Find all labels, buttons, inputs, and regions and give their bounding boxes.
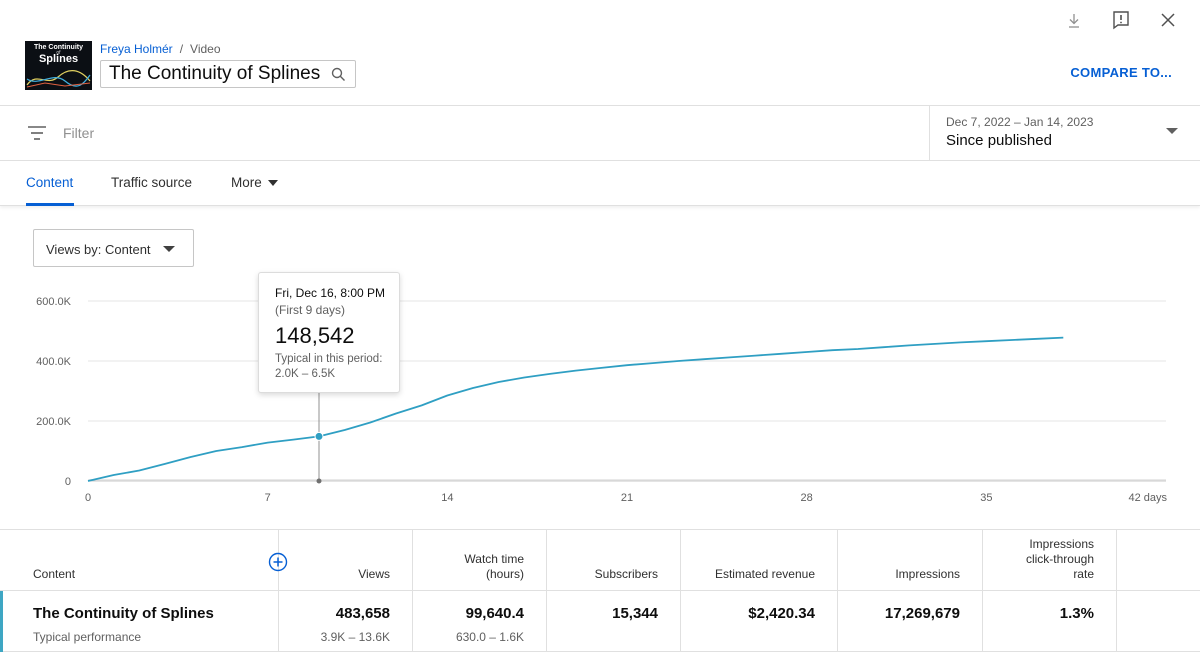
cell-subscribers: 15,344 xyxy=(547,591,681,652)
row-title[interactable]: The Continuity of Splines xyxy=(33,605,214,622)
table-row[interactable]: The Continuity of Splines Typical perfor… xyxy=(0,590,1200,652)
cell-impressions: 17,269,679 xyxy=(838,591,983,652)
video-title: The Continuity of Splines xyxy=(109,63,321,84)
y-tick-label: 600.0K xyxy=(36,296,72,308)
chart-tooltip: Fri, Dec 16, 8:00 PM (First 9 days) 148,… xyxy=(258,272,400,393)
tooltip-date: Fri, Dec 16, 8:00 PM xyxy=(275,286,386,300)
row-selected-indicator xyxy=(0,591,3,652)
video-selector[interactable]: The Continuity of Splines xyxy=(100,60,356,88)
tooltip-value: 148,542 xyxy=(275,323,355,348)
column-header-watch-time[interactable]: Watch time (hours) xyxy=(413,530,547,590)
x-tick-label: 0 xyxy=(85,492,91,504)
date-range-selector[interactable]: Dec 7, 2022 – Jan 14, 2023 Since publish… xyxy=(929,106,1200,161)
chevron-down-icon xyxy=(1166,128,1178,134)
column-header-revenue[interactable]: Estimated revenue xyxy=(681,530,838,590)
thumbnail-title: Splines xyxy=(38,53,79,65)
x-tick-label: 7 xyxy=(265,492,271,504)
active-tab-indicator xyxy=(26,203,74,206)
tab-traffic-source[interactable]: Traffic source xyxy=(111,175,193,190)
x-tick-label: 21 xyxy=(621,492,633,504)
column-header-subscribers[interactable]: Subscribers xyxy=(547,530,681,590)
caret-down-icon xyxy=(163,246,175,252)
views-by-dropdown[interactable]: Views by: Content xyxy=(33,229,194,267)
typical-band xyxy=(88,479,1166,481)
tab-content[interactable]: Content xyxy=(26,175,74,190)
views-series-line xyxy=(87,336,1064,482)
download-icon[interactable] xyxy=(1064,10,1084,30)
column-header-impressions[interactable]: Impressions xyxy=(838,530,983,590)
header: The Continuity Splines of Freya Holmér / V… xyxy=(0,0,1200,106)
cell-revenue: $2,420.34 xyxy=(681,591,838,652)
cell-watch-time: 99,640.4 630.0 – 1.6K xyxy=(413,591,547,652)
x-tick-label: 42 days xyxy=(1128,492,1167,504)
video-thumbnail: The Continuity Splines of xyxy=(25,41,92,90)
x-tick-label: 14 xyxy=(441,492,453,504)
filter-bar: Filter Dec 7, 2022 – Jan 14, 2023 Since … xyxy=(0,106,1200,161)
filter-icon[interactable] xyxy=(27,124,47,147)
tab-more[interactable]: More xyxy=(231,175,278,190)
cell-views: 483,658 3.9K – 13.6K xyxy=(279,591,413,652)
tooltip-typical-label: Typical in this period: xyxy=(275,353,383,365)
cell-content: The Continuity of Splines Typical perfor… xyxy=(0,591,279,652)
date-range-period: Since published xyxy=(946,132,1052,149)
row-subtitle: Typical performance xyxy=(33,630,142,644)
top-icons xyxy=(1064,10,1178,30)
thumbnail-graphic xyxy=(26,70,91,88)
column-header-content[interactable]: Content xyxy=(0,530,279,590)
thumbnail-text: The Continuity xyxy=(34,44,83,51)
x-tick-label: 35 xyxy=(980,492,992,504)
filter-input[interactable]: Filter xyxy=(63,125,95,141)
add-metric-icon[interactable] xyxy=(268,552,288,572)
thumbnail-text-small: of xyxy=(56,50,61,56)
column-header-ctr[interactable]: Impressions click-through rate xyxy=(983,530,1117,590)
breadcrumb-type: Video xyxy=(190,42,221,56)
breadcrumb-separator: / xyxy=(179,42,184,56)
date-range-dates: Dec 7, 2022 – Jan 14, 2023 xyxy=(946,115,1094,129)
caret-down-icon xyxy=(267,180,278,187)
highlight-point xyxy=(314,431,324,441)
compare-to-button[interactable]: COMPARE TO... xyxy=(1070,65,1172,80)
search-icon[interactable] xyxy=(331,67,346,87)
feedback-icon[interactable] xyxy=(1111,10,1131,30)
y-tick-label: 400.0K xyxy=(36,356,72,368)
hover-axis-dot xyxy=(316,478,322,484)
cell-ctr: 1.3% xyxy=(983,591,1117,652)
close-icon[interactable] xyxy=(1158,10,1178,30)
column-header-views[interactable]: Views xyxy=(279,530,413,590)
tab-bar: Content Traffic source More xyxy=(0,161,1200,206)
y-tick-label: 200.0K xyxy=(36,416,72,428)
x-tick-label: 28 xyxy=(801,492,813,504)
metrics-table: Content Views Watch time (hours) Subscri… xyxy=(0,529,1200,672)
tooltip-typical-range: 2.0K – 6.5K xyxy=(275,368,336,380)
tooltip-subtitle: (First 9 days) xyxy=(275,303,346,317)
breadcrumb: Freya Holmér / Video xyxy=(100,42,221,56)
views-chart: 0 200.0K 400.0K 600.0K 0 7 14 21 28 35 42 days xyxy=(36,296,1167,504)
tab-more-label: More xyxy=(231,175,262,190)
channel-link[interactable]: Freya Holmér xyxy=(100,42,173,56)
y-tick-label: 0 xyxy=(65,476,71,488)
views-by-label: Views by: Content xyxy=(46,242,151,257)
